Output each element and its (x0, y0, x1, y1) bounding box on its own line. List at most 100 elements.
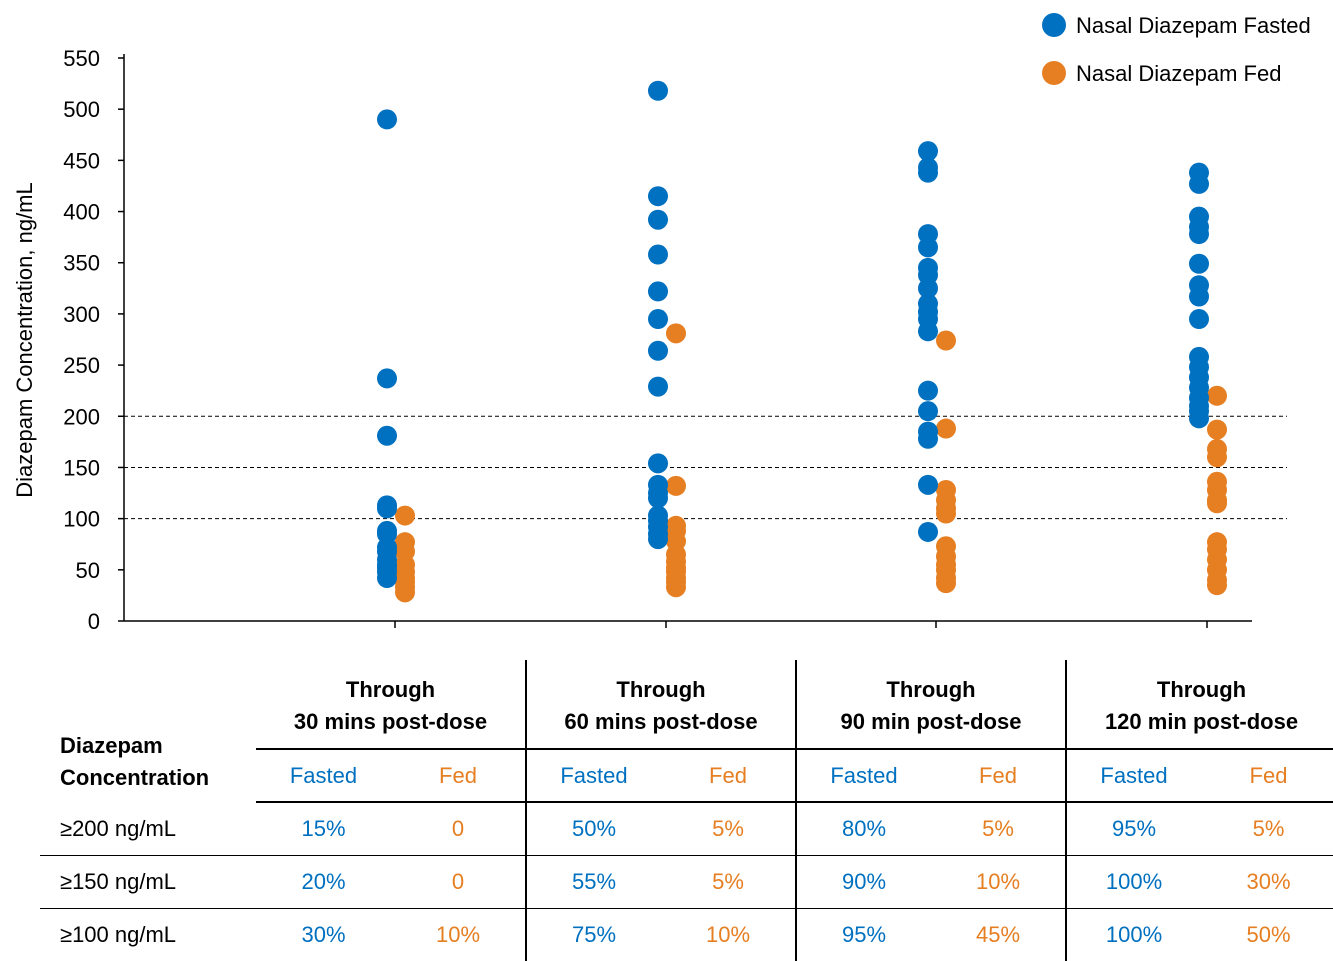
point-fed (936, 504, 956, 524)
cell-value: 80% (796, 802, 931, 856)
point-fed (1207, 386, 1227, 406)
point-fasted (918, 321, 938, 341)
point-fasted (918, 522, 938, 542)
point-fasted (377, 568, 397, 588)
point-fasted (648, 245, 668, 265)
point-fed (936, 419, 956, 439)
row-label: ≥200 ng/mL (40, 802, 256, 856)
cell-value: 95% (796, 909, 931, 961)
subheader-fed: Fed (1201, 749, 1333, 802)
cell-value: 30% (1201, 856, 1333, 909)
y-tick-label: 200 (63, 404, 100, 429)
subheader-fasted: Fasted (1066, 749, 1201, 802)
diazepam-concentration-header: Diazepam Concentration (40, 660, 256, 802)
legend-fed-label: Nasal Diazepam Fed (1076, 61, 1281, 86)
cell-value: 90% (796, 856, 931, 909)
cell-value: 5% (1201, 802, 1333, 856)
cell-value: 75% (526, 909, 661, 961)
point-fasted (1189, 174, 1209, 194)
y-axis-label: Diazepam Concentration, ng/mL (12, 182, 37, 498)
point-fed (936, 331, 956, 351)
diazepam-head-line1: Diazepam (60, 733, 163, 758)
data-points (377, 81, 1227, 603)
point-fasted (648, 529, 668, 549)
point-fasted (918, 475, 938, 495)
subheader-fasted: Fasted (526, 749, 661, 802)
point-fed (395, 582, 415, 602)
subheader-fed: Fed (661, 749, 796, 802)
cell-value: 10% (931, 856, 1066, 909)
y-tick-label: 100 (63, 507, 100, 532)
diazepam-head-line2: Concentration (60, 765, 209, 790)
point-fasted (648, 210, 668, 230)
point-fed (395, 506, 415, 526)
table-row: ≥100 ng/mL 30% 10% 75% 10% 95% 45% 100% … (40, 909, 1333, 961)
cell-value: 100% (1066, 909, 1201, 961)
point-fasted (377, 498, 397, 518)
point-fasted (1189, 224, 1209, 244)
cell-value: 0 (391, 856, 526, 909)
cell-value: 50% (526, 802, 661, 856)
reference-lines (124, 416, 1287, 518)
cell-value: 30% (256, 909, 391, 961)
cell-value: 5% (931, 802, 1066, 856)
point-fasted (648, 377, 668, 397)
point-fasted (377, 368, 397, 388)
cell-value: 55% (526, 856, 661, 909)
point-fed (666, 323, 686, 343)
row-label: ≥150 ng/mL (40, 856, 256, 909)
y-tick-label: 250 (63, 353, 100, 378)
row-label: ≥100 ng/mL (40, 909, 256, 961)
point-fasted (1189, 254, 1209, 274)
cell-value: 5% (661, 802, 796, 856)
y-tick-label: 550 (63, 46, 100, 71)
point-fed (666, 577, 686, 597)
cell-value: 20% (256, 856, 391, 909)
point-fasted (377, 426, 397, 446)
cell-value: 50% (1201, 909, 1333, 961)
cell-value: 10% (661, 909, 796, 961)
point-fed (1207, 493, 1227, 513)
point-fasted (918, 163, 938, 183)
cell-value: 0 (391, 802, 526, 856)
subheader-fed: Fed (931, 749, 1066, 802)
point-fasted (648, 453, 668, 473)
subheader-fasted: Fasted (796, 749, 931, 802)
y-tick-label: 150 (63, 455, 100, 480)
y-tick-label: 0 (88, 609, 100, 634)
point-fasted (648, 81, 668, 101)
point-fasted (377, 109, 397, 129)
cell-value: 5% (661, 856, 796, 909)
axes (124, 54, 1252, 628)
point-fasted (918, 429, 938, 449)
point-fed (1207, 575, 1227, 595)
subheader-fasted: Fasted (256, 749, 391, 802)
point-fasted (918, 381, 938, 401)
y-tick-label: 400 (63, 200, 100, 225)
point-fasted (648, 341, 668, 361)
cell-value: 10% (391, 909, 526, 961)
cell-value: 15% (256, 802, 391, 856)
y-tick-label: 350 (63, 251, 100, 276)
point-fasted (1189, 287, 1209, 307)
point-fasted (648, 186, 668, 206)
point-fasted (1189, 408, 1209, 428)
legend-fed-marker (1042, 61, 1066, 85)
point-fasted (648, 488, 668, 508)
y-tick-label: 300 (63, 302, 100, 327)
legend-fasted-label: Nasal Diazepam Fasted (1076, 13, 1311, 38)
cell-value: 100% (1066, 856, 1201, 909)
y-tick-label: 50 (76, 558, 100, 583)
table-row: ≥150 ng/mL 20% 0 55% 5% 90% 10% 100% 30% (40, 856, 1333, 909)
point-fed (666, 476, 686, 496)
point-fasted (918, 401, 938, 421)
point-fed (1207, 420, 1227, 440)
y-tick-label: 500 (63, 97, 100, 122)
